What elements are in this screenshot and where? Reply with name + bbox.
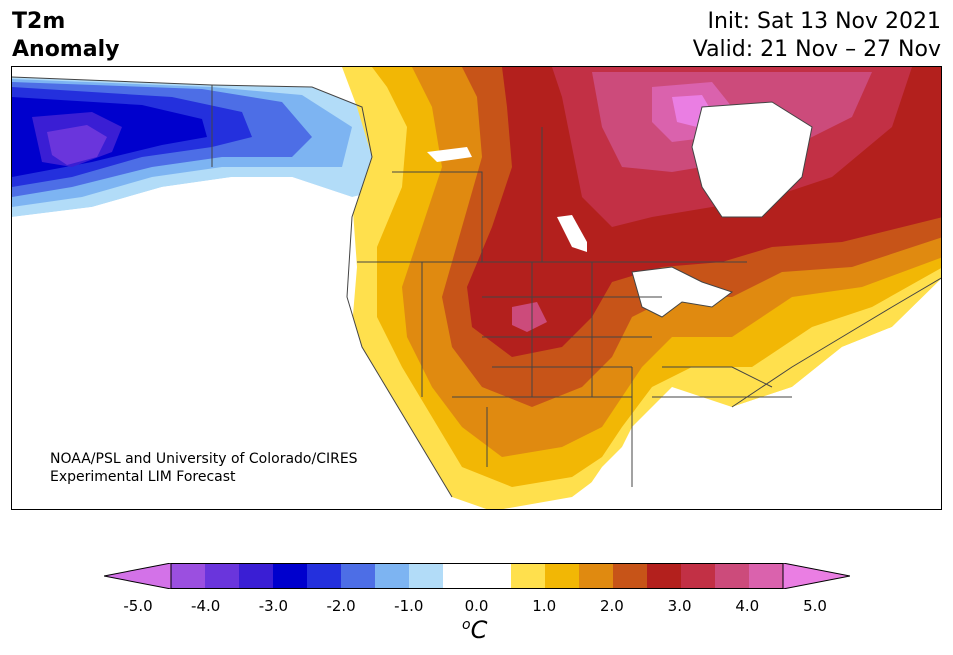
colorbar-cell	[171, 563, 206, 589]
great-lakes	[631, 266, 734, 318]
colorbar-tick-label: 3.0	[667, 597, 692, 615]
colorbar-cell	[647, 563, 682, 589]
colorbar-tick-label: -5.0	[123, 597, 153, 615]
colorbar-tick-label: 5.0	[803, 597, 827, 615]
colorbar-cell	[545, 563, 580, 589]
lake-athabasca	[427, 147, 472, 162]
cold-anomaly-core	[47, 125, 107, 165]
colorbar-cell	[273, 563, 308, 589]
atlantic-ocean	[732, 278, 941, 509]
colorbar-tick-label: 4.0	[735, 597, 760, 615]
colorbar-cell	[239, 563, 274, 589]
warm-anomaly-center-pink	[512, 302, 547, 332]
colorbar-cell	[715, 563, 750, 589]
colorbar-ticks: -5.0 -4.0 -3.0 -2.0 -1.0 0.0 1.0 2.0 3.0 4.0 5.0	[0, 597, 953, 617]
colorbar-cell	[681, 563, 716, 589]
colorbar-tick-label: 2.0	[599, 597, 624, 615]
colorbar-tick-label: 1.0	[532, 597, 557, 615]
colorbar-cell	[409, 563, 444, 589]
colorbar-cell	[782, 563, 850, 589]
colorbar-cell	[205, 563, 240, 589]
colorbar-tick-label: 0.0	[464, 597, 489, 615]
colorbar-cell	[443, 563, 478, 589]
init-date: Init: Sat 13 Nov 2021	[707, 9, 941, 34]
colorbar-cell	[579, 563, 614, 589]
colorbar	[104, 563, 850, 589]
colorbar-cell	[613, 563, 648, 589]
lake-winnipeg	[557, 215, 587, 252]
gulf-of-mexico	[573, 427, 732, 509]
colorbar-cell	[341, 563, 376, 589]
colorbar-tick-label: -1.0	[394, 597, 424, 615]
title-line-2: Anomaly	[12, 37, 120, 62]
borders	[12, 76, 941, 498]
map-canvas	[12, 67, 941, 509]
valid-range: Valid: 21 Nov – 27 Nov	[692, 37, 941, 62]
colorbar-unit: oC	[462, 616, 487, 644]
map-title: T2m Anomaly	[12, 8, 119, 64]
pacific-ocean	[12, 177, 442, 509]
colorbar-cell	[375, 563, 410, 589]
colorbar-cell	[477, 563, 512, 589]
colorbar-cell	[307, 563, 342, 589]
title-line-1: T2m	[12, 9, 66, 34]
unit-degree: o	[462, 617, 471, 633]
colorbar-cell	[749, 563, 784, 589]
anomaly-map: NOAA/PSL and University of Colorado/CIRE…	[11, 66, 942, 510]
unit-letter: C	[470, 616, 488, 644]
colorbar-cell	[104, 563, 172, 589]
forecast-dates: Init: Sat 13 Nov 2021 Valid: 21 Nov – 27…	[693, 8, 941, 64]
colorbar-tick-label: -4.0	[191, 597, 221, 615]
colorbar-tick-label: -3.0	[258, 597, 289, 615]
hudson-bay	[691, 101, 813, 218]
colorbar-tick-label: -2.0	[326, 597, 356, 615]
colorbar-outline	[170, 563, 784, 589]
credit-line-1: NOAA/PSL and University of Colorado/CIRE…	[50, 451, 358, 467]
forecast-credit: NOAA/PSL and University of Colorado/CIRE…	[50, 450, 358, 486]
credit-line-2: Experimental LIM Forecast	[50, 469, 236, 485]
colorbar-cell	[511, 563, 546, 589]
